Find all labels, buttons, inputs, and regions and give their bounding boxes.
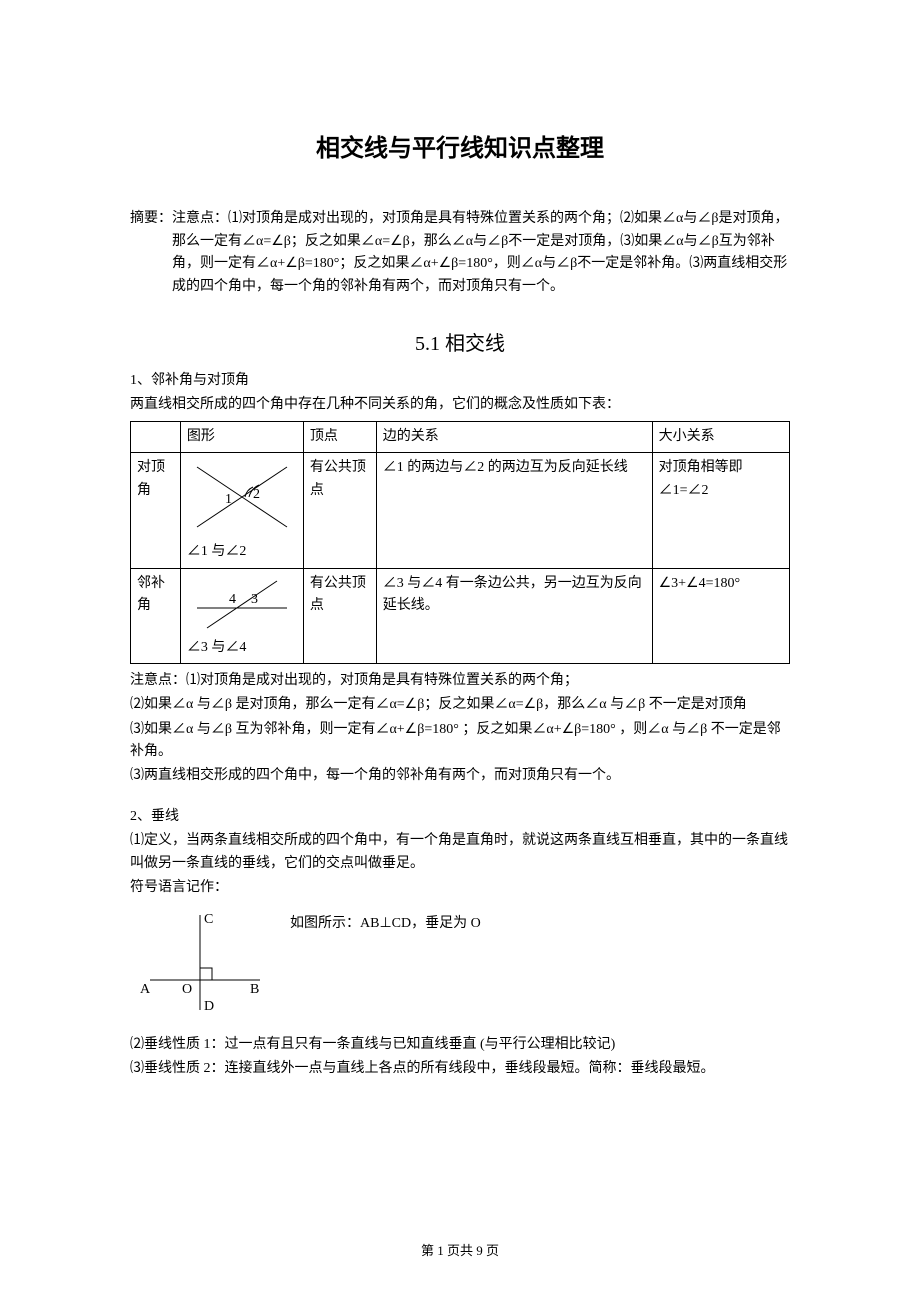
th-size: 大小关系 <box>652 421 789 452</box>
table-row: 对顶角 1 2 ∠1 与∠2 有公共顶点 ∠1 的两边与∠2 的两边互为反向延长… <box>131 453 790 568</box>
fig-caption-1: ∠1 与∠2 <box>187 541 297 563</box>
perp-symbol-text-svg: 如图所示：AB⊥CD，垂足为 O <box>290 915 481 931</box>
th-edge: 边的关系 <box>376 421 652 452</box>
section-heading: 5.1 相交线 <box>130 328 790 360</box>
abstract-label: 摘要： <box>130 211 172 226</box>
fig-caption-2: ∠3 与∠4 <box>187 637 297 659</box>
note-2: ⑵如果∠α 与∠β 是对顶角，那么一定有∠α=∠β；反之如果∠α=∠β，那么∠α… <box>130 694 790 716</box>
subsection-1-intro: 两直线相交所成的四个角中存在几种不同关系的角，它们的概念及性质如下表： <box>130 394 790 416</box>
subsection-1-title: 1、邻补角与对顶角 <box>130 370 790 392</box>
subsection-2-title: 2、垂线 <box>130 806 790 828</box>
supplementary-angles-icon: 4 3 <box>187 573 297 633</box>
svg-text:4: 4 <box>229 592 236 607</box>
perp-definition: ⑴定义，当两条直线相交所成的四个角中，有一个角是直角时，就说这两条直线互相垂直，… <box>130 830 790 875</box>
vertical-angles-icon: 1 2 <box>187 457 297 537</box>
perpendicular-icon: C D A B O 如图所示：AB⊥CD，垂足为 O <box>130 905 490 1015</box>
angle-table: 图形 顶点 边的关系 大小关系 对顶角 1 2 ∠1 与∠2 有公共顶点 ∠1 … <box>130 421 790 664</box>
perp-prop-2: ⑶垂线性质 2：连接直线外一点与直线上各点的所有线段中，垂线段最短。简称：垂线段… <box>130 1058 790 1080</box>
th-figure: 图形 <box>180 421 303 452</box>
label-B: B <box>250 982 259 997</box>
svg-text:2: 2 <box>253 487 260 502</box>
cell-figure-2: 4 3 ∠3 与∠4 <box>180 568 303 663</box>
perp-prop-1: ⑵垂线性质 1：过一点有且只有一条直线与已知直线垂直 (与平行公理相比较记) <box>130 1034 790 1056</box>
label-D: D <box>204 999 214 1014</box>
cell-size-1: 对顶角相等即∠1=∠2 <box>652 453 789 568</box>
cell-size-2: ∠3+∠4=180° <box>652 568 789 663</box>
cell-vertex-2: 有公共顶点 <box>303 568 376 663</box>
cell-name-2: 邻补角 <box>131 568 181 663</box>
table-header-row: 图形 顶点 边的关系 大小关系 <box>131 421 790 452</box>
table-row: 邻补角 4 3 ∠3 与∠4 有公共顶点 ∠3 与∠4 有一条边公共，另一边互为… <box>131 568 790 663</box>
note-4: ⑶两直线相交形成的四个角中，每一个角的邻补角有两个，而对顶角只有一个。 <box>130 765 790 787</box>
label-O: O <box>182 982 192 997</box>
perp-figure-block: C D A B O 如图所示：AB⊥CD，垂足为 O <box>130 905 790 1023</box>
abstract: 摘要：注意点：⑴对顶角是成对出现的，对顶角是具有特殊位置关系的两个角；⑵如果∠α… <box>130 208 790 298</box>
th-blank <box>131 421 181 452</box>
cell-edge-1: ∠1 的两边与∠2 的两边互为反向延长线 <box>376 453 652 568</box>
note-1: 注意点：⑴对顶角是成对出现的，对顶角是具有特殊位置关系的两个角； <box>130 670 790 692</box>
perp-symbol-label: 符号语言记作： <box>130 877 790 899</box>
label-C: C <box>204 912 213 927</box>
svg-text:3: 3 <box>251 592 258 607</box>
label-A: A <box>140 982 151 997</box>
cell-figure-1: 1 2 ∠1 与∠2 <box>180 453 303 568</box>
page: 相交线与平行线知识点整理 摘要：注意点：⑴对顶角是成对出现的，对顶角是具有特殊位… <box>0 0 920 1302</box>
page-title: 相交线与平行线知识点整理 <box>130 130 790 168</box>
note-3: ⑶如果∠α 与∠β 互为邻补角，则一定有∠α+∠β=180° ；反之如果∠α+∠… <box>130 719 790 764</box>
abstract-text: 注意点：⑴对顶角是成对出现的，对顶角是具有特殊位置关系的两个角；⑵如果∠α与∠β… <box>172 211 788 293</box>
cell-name-1: 对顶角 <box>131 453 181 568</box>
svg-text:1: 1 <box>225 492 232 507</box>
cell-vertex-1: 有公共顶点 <box>303 453 376 568</box>
cell-edge-2: ∠3 与∠4 有一条边公共，另一边互为反向延长线。 <box>376 568 652 663</box>
page-footer: 第 1 页共 9 页 <box>0 1241 920 1262</box>
th-vertex: 顶点 <box>303 421 376 452</box>
